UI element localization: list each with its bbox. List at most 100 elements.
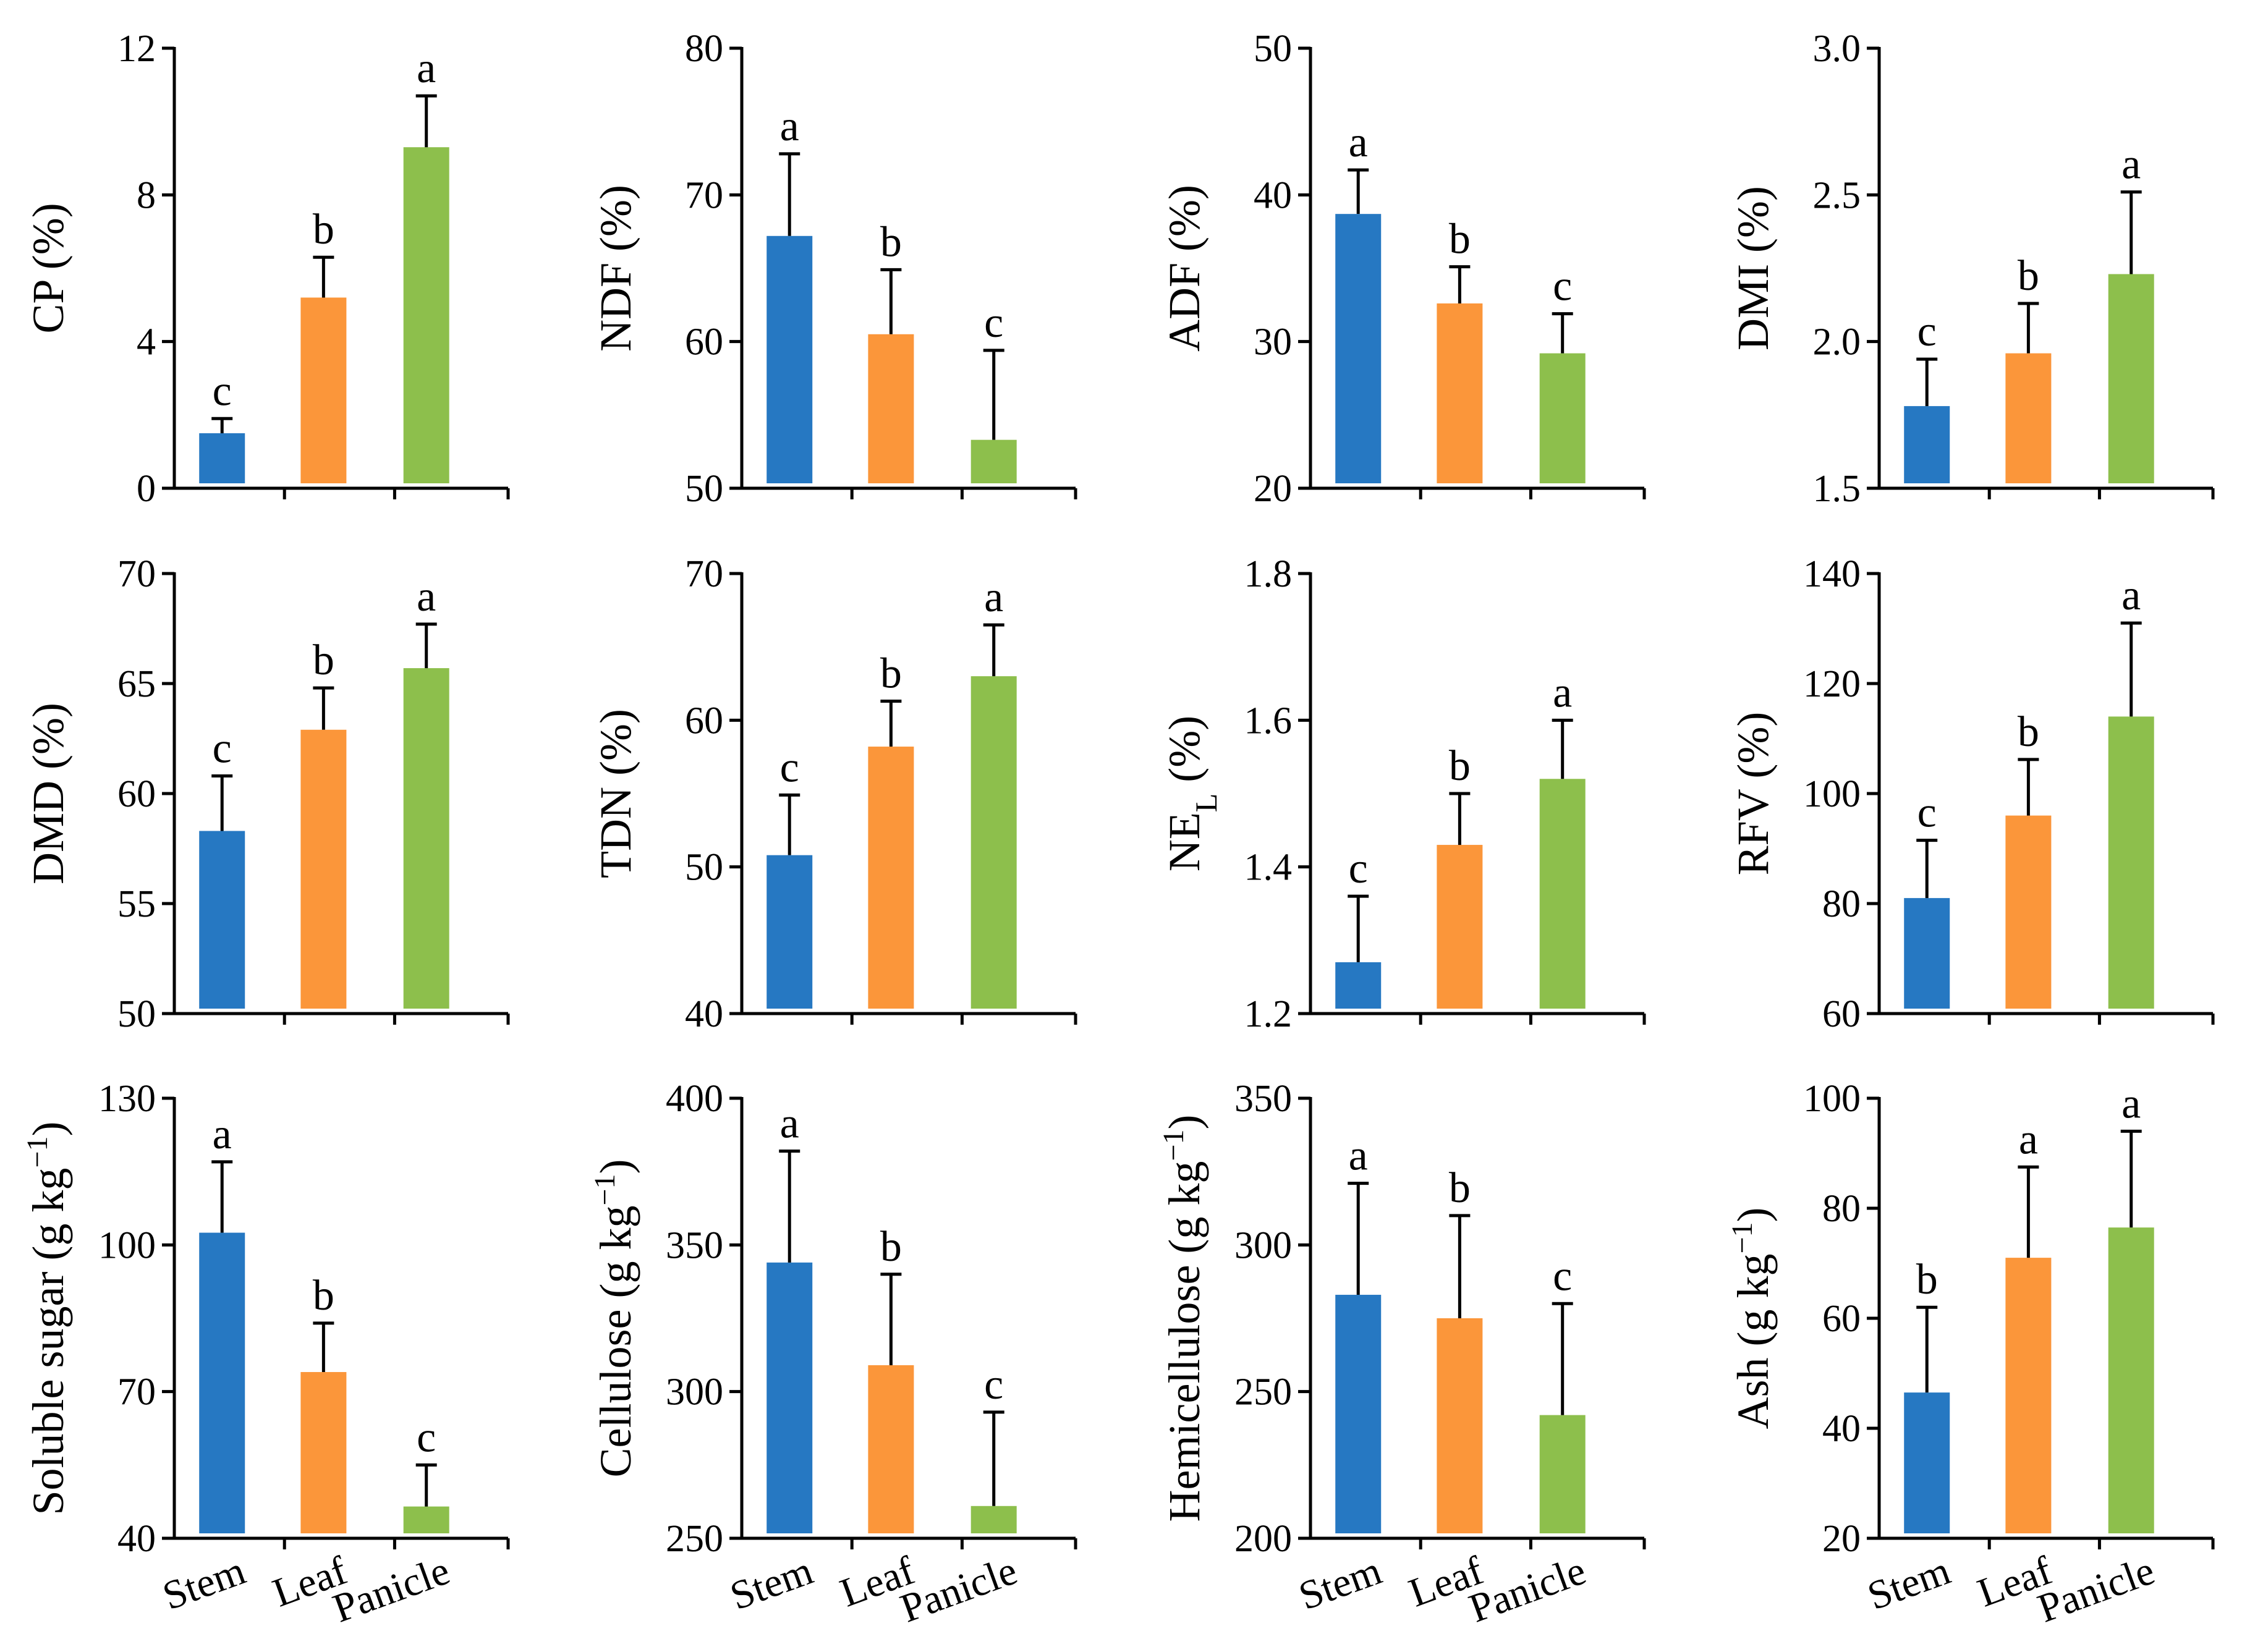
significance-letter-stem: a — [213, 1111, 232, 1158]
bar-stem — [1335, 214, 1382, 483]
bar-stem — [767, 855, 813, 1009]
significance-letter-stem: a — [1349, 119, 1368, 166]
y-tick-label: 80 — [1822, 1188, 1861, 1230]
y-tick-label: 2.5 — [1813, 174, 1861, 216]
bar-leaf — [868, 747, 914, 1009]
y-axis-label: Ash (g kg−1) — [1726, 1207, 1778, 1429]
significance-letter-stem: c — [1917, 308, 1937, 355]
error-bar-stem — [779, 152, 801, 236]
significance-letter-leaf: a — [2019, 1116, 2038, 1163]
y-tick-label: 2.0 — [1813, 321, 1861, 363]
y-tick-label: 30 — [1254, 321, 1292, 363]
bar-stem — [1335, 1295, 1382, 1533]
error-bar-panicle — [1552, 312, 1573, 354]
y-tick-label: 60 — [685, 700, 723, 742]
y-axis-label: Cellulose (g kg−1) — [588, 1159, 641, 1477]
y-tick-label: 80 — [1822, 883, 1861, 925]
significance-letter-panicle: c — [984, 1361, 1003, 1408]
error-bar-leaf — [880, 699, 902, 747]
category-label-panicle: Panicle — [894, 1548, 1023, 1631]
y-axis-label: DMI (%) — [1728, 186, 1778, 350]
error-bar-stem — [211, 417, 233, 433]
bar-leaf — [868, 334, 914, 483]
bar-panicle — [970, 676, 1017, 1009]
error-bar-stem — [1916, 839, 1938, 899]
y-tick-label: 100 — [98, 1224, 156, 1266]
y-axis-label-segment: −1 — [1157, 1130, 1190, 1161]
bar-stem — [1904, 1392, 1950, 1533]
y-tick-label: 60 — [117, 773, 156, 815]
y-axis-label-segment: CP (%) — [23, 203, 73, 333]
error-bar-stem — [211, 774, 233, 831]
error-bar-stem — [1348, 1182, 1369, 1295]
bar-panicle — [403, 668, 449, 1009]
y-tick-label: 50 — [1254, 28, 1292, 70]
significance-letter-leaf: b — [2018, 252, 2039, 300]
chart-panel-7: 1.2 1.4 1.6 1.8 NEL (%) c b a — [1160, 553, 1646, 1035]
y-tick-label: 60 — [1822, 993, 1861, 1035]
y-axis-label-segment: NDF (%) — [591, 185, 640, 352]
significance-letter-panicle: c — [984, 299, 1003, 347]
bar-leaf — [1437, 1318, 1483, 1533]
chart-panel-11: 200 250 300 350 Hemicellulose (g kg−1) a b c Ste… — [1157, 1078, 1646, 1632]
significance-letter-panicle: c — [1553, 263, 1572, 310]
y-axis-label-segment: ) — [1728, 1207, 1778, 1222]
error-bar-panicle — [2120, 1129, 2142, 1228]
y-tick-label: 60 — [1822, 1298, 1861, 1340]
error-bar-leaf — [880, 268, 902, 334]
y-tick-label: 350 — [666, 1224, 723, 1266]
bar-leaf — [1437, 845, 1483, 1009]
significance-letter-panicle: a — [417, 573, 436, 621]
bar-stem — [199, 1232, 245, 1533]
error-bar-panicle — [415, 622, 437, 669]
bar-leaf — [2005, 1258, 2052, 1533]
significance-letter-panicle: c — [1553, 1252, 1572, 1300]
bar-leaf — [868, 1365, 914, 1533]
significance-letter-panicle: a — [2121, 572, 2141, 619]
significance-letter-stem: c — [1917, 789, 1937, 837]
significance-letter-leaf: b — [313, 206, 334, 253]
error-bar-leaf — [313, 1321, 334, 1373]
y-tick-label: 70 — [685, 553, 723, 595]
significance-letter-stem: a — [780, 103, 799, 150]
chart-panel-8: 60 80 100 120 140 RFV (%) c b a — [1728, 553, 2215, 1035]
bar-panicle — [1539, 1415, 1586, 1533]
error-bar-panicle — [983, 623, 1004, 677]
significance-letter-leaf: b — [1449, 742, 1471, 790]
error-bar-leaf — [1449, 1214, 1471, 1318]
y-axis-label-segment: RFV (%) — [1728, 712, 1778, 876]
error-bar-panicle — [1552, 1302, 1573, 1415]
significance-letter-panicle: a — [984, 574, 1003, 621]
error-bar-panicle — [1552, 718, 1573, 779]
error-bar-panicle — [983, 1410, 1004, 1506]
error-bar-stem — [1916, 1305, 1938, 1393]
y-axis-label-segment: −1 — [1726, 1222, 1759, 1253]
y-tick-label: 200 — [1234, 1518, 1292, 1560]
error-bar-leaf — [2018, 1165, 2039, 1258]
y-tick-label: 350 — [1234, 1078, 1292, 1120]
significance-letter-leaf: b — [1449, 1164, 1471, 1212]
category-label-stem: Stem — [1293, 1548, 1387, 1619]
significance-letter-panicle: a — [2121, 141, 2141, 188]
chart-panel-1: 0 4 8 12 CP (%) c b a — [23, 28, 510, 510]
y-tick-label: 250 — [666, 1518, 723, 1560]
significance-letter-stem: c — [1349, 845, 1368, 892]
y-tick-label: 40 — [117, 1518, 156, 1560]
significance-letter-stem: c — [780, 743, 799, 791]
bar-panicle — [970, 1506, 1017, 1533]
bar-leaf — [2005, 353, 2052, 483]
y-tick-label: 140 — [1803, 553, 1861, 595]
bar-leaf — [300, 297, 347, 483]
y-tick-label: 100 — [1803, 773, 1861, 815]
y-axis-label: Hemicellulose (g kg−1) — [1157, 1115, 1210, 1522]
significance-letter-leaf: b — [880, 1223, 902, 1271]
error-bar-leaf — [2018, 758, 2039, 816]
category-label-panicle: Panicle — [2032, 1548, 2160, 1631]
chart-panel-3: 20 30 40 50 ADF (%) a b c — [1160, 28, 1646, 510]
error-bar-leaf — [313, 255, 334, 298]
error-bar-leaf — [2018, 302, 2039, 354]
y-axis-label: DMD (%) — [23, 703, 73, 884]
bar-panicle — [2108, 716, 2154, 1009]
